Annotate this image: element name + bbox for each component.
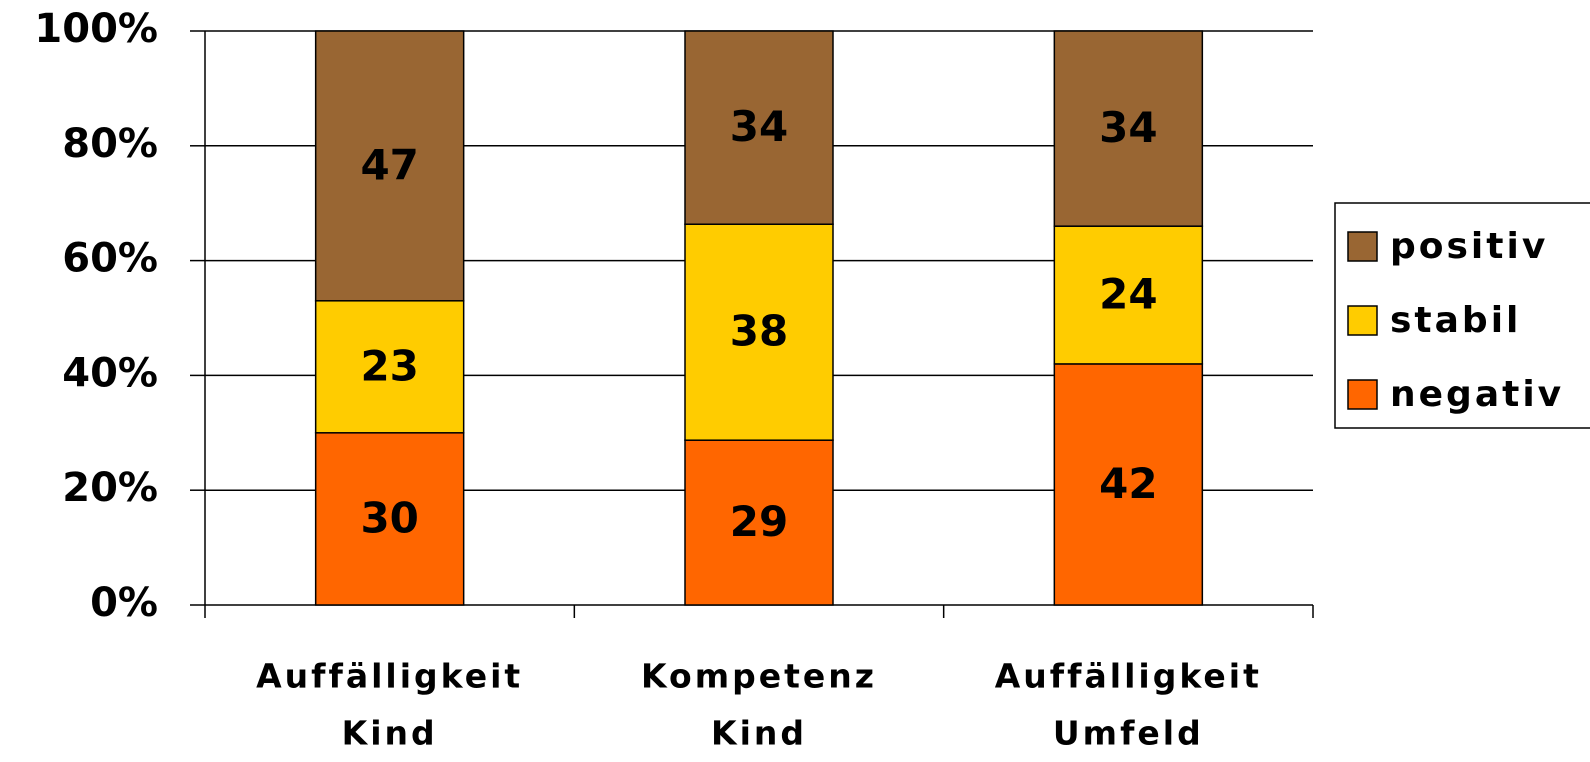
y-tick-label: 20% [62,465,158,511]
bar-segment [314,300,465,434]
x-tick-label: Auffälligkeit [256,657,523,696]
value-label: 34 [1099,103,1157,152]
value-label: 38 [730,307,788,356]
legend-label: negativ [1390,374,1564,415]
x-tick-label: Kind [711,714,807,753]
value-label: 42 [1099,459,1157,508]
bar-segment [684,223,834,441]
x-tick-label: Auffälligkeit [995,657,1262,696]
x-tick-label: Kind [342,714,438,753]
x-tick-label: Kompetenz [641,657,877,696]
legend-label: stabil [1390,300,1521,341]
y-tick-label: 80% [62,121,158,167]
value-label: 29 [730,497,788,546]
bar-segment [684,30,834,225]
legend-swatch [1347,379,1378,410]
bar-segment [1053,225,1204,365]
bar-segment [684,439,834,606]
bar-segment [1053,30,1204,227]
bar-segment [314,30,465,302]
value-label: 23 [360,341,418,390]
value-label: 24 [1099,270,1157,319]
legend-swatch [1347,231,1378,262]
value-label: 34 [730,102,788,151]
y-tick-label: 0% [90,580,158,626]
x-tick-label: Umfeld [1053,714,1204,753]
y-tick-label: 60% [62,236,158,282]
legend-swatch [1347,305,1378,336]
y-tick-label: 40% [62,350,158,396]
value-label: 47 [360,140,418,189]
legend-label: positiv [1390,226,1548,267]
bar-segment [314,432,465,606]
value-label: 30 [360,493,418,542]
y-tick-label: 100% [34,6,158,52]
